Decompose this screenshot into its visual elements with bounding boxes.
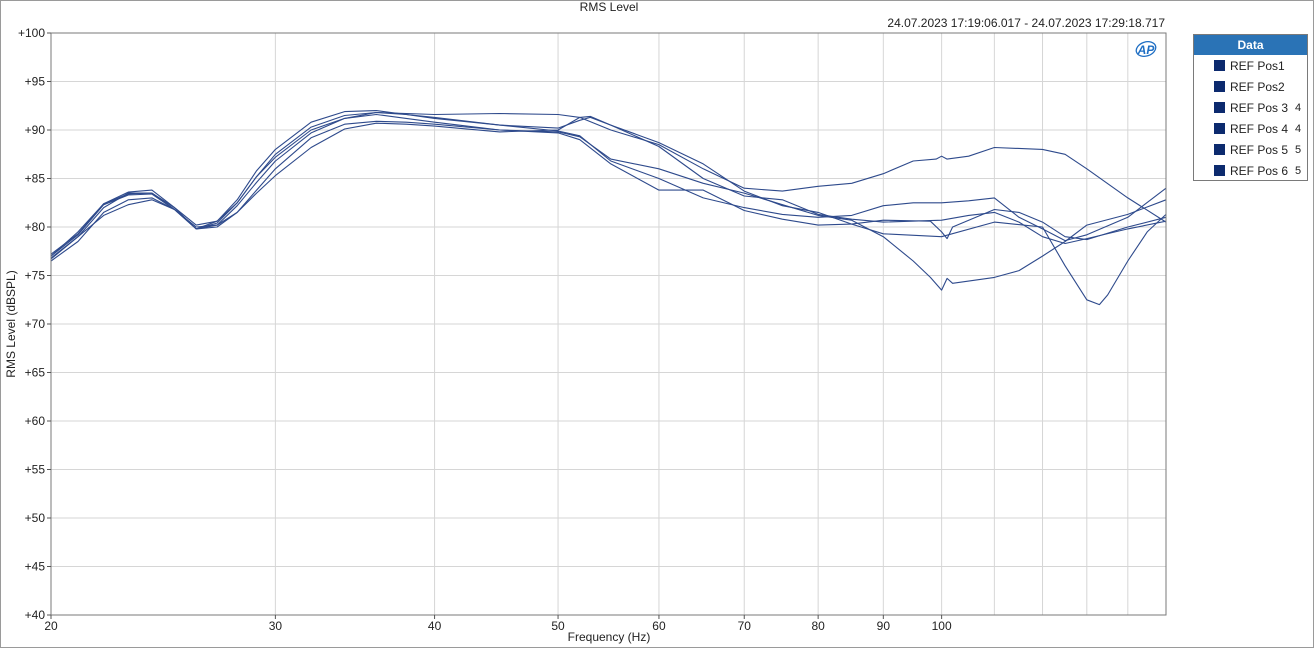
y-tick-label: +60 [25, 414, 46, 428]
legend-label: REF Pos 3 [1230, 100, 1289, 115]
y-tick-label: +55 [25, 463, 46, 477]
legend-items: REF Pos1 REF Pos2 REF Pos 3 4 REF Pos 4 4 REF … [1194, 55, 1307, 181]
legend: Data REF Pos1 REF Pos2 REF Pos 3 4 REF Pos 4… [1193, 34, 1308, 181]
legend-suffix: 4 [1295, 122, 1302, 135]
legend-suffix: 5 [1295, 143, 1302, 156]
ap-logo-text: AP [1137, 43, 1156, 57]
legend-item-4[interactable]: REF Pos 4 4 [1194, 118, 1307, 139]
legend-label: REF Pos 5 [1230, 142, 1289, 157]
ap-logo: AP [1135, 41, 1157, 57]
x-tick-label: 60 [652, 619, 666, 633]
legend-swatch[interactable] [1214, 102, 1225, 113]
x-tick-label: 20 [44, 619, 58, 633]
legend-swatch[interactable] [1214, 60, 1225, 71]
legend-swatch[interactable] [1214, 144, 1225, 155]
tick-labels: +40 +45 +50 +55 +60 +65 +70 +75 +80 +85 +90 +95 +100… [18, 26, 952, 633]
legend-swatch[interactable] [1214, 165, 1225, 176]
series-lines [50, 110, 1167, 306]
chart-title: RMS Level [580, 0, 639, 14]
y-axis-label: RMS Level (dBSPL) [4, 270, 18, 377]
y-tick-label: +40 [25, 608, 46, 622]
y-tick-label: +65 [25, 366, 46, 380]
legend-suffix: 5 [1295, 164, 1302, 177]
legend-item-5[interactable]: REF Pos 5 5 [1194, 139, 1307, 160]
chart-subtitle: 24.07.2023 17:19:06.017 - 24.07.2023 17:… [887, 16, 1165, 30]
legend-item-6[interactable]: REF Pos 6 5 [1194, 160, 1307, 181]
legend-swatch[interactable] [1214, 123, 1225, 134]
legend-item-1[interactable]: REF Pos1 [1194, 55, 1307, 76]
series-line-6 [50, 113, 1167, 257]
x-tick-label: 30 [269, 619, 283, 633]
y-tick-label: +100 [18, 26, 45, 40]
legend-header: Data [1194, 35, 1307, 55]
series-line-1 [50, 111, 1167, 259]
series-line-5 [50, 115, 1167, 260]
y-tick-label: +75 [25, 269, 46, 283]
grid [50, 32, 1166, 616]
legend-label: REF Pos2 [1230, 79, 1285, 94]
legend-label: REF Pos 4 [1230, 121, 1289, 136]
x-tick-label: 50 [551, 619, 565, 633]
y-tick-label: +95 [25, 75, 46, 89]
legend-swatch[interactable] [1214, 81, 1225, 92]
y-tick-label: +80 [25, 220, 46, 234]
x-tick-label: 40 [428, 619, 442, 633]
legend-label: REF Pos1 [1230, 58, 1285, 73]
y-tick-label: +50 [25, 511, 46, 525]
legend-suffix: 4 [1295, 101, 1302, 114]
legend-item-2[interactable]: REF Pos2 [1194, 76, 1307, 97]
x-axis-label: Frequency (Hz) [568, 630, 651, 644]
x-tick-label: 80 [811, 619, 825, 633]
y-tick-label: +70 [25, 317, 46, 331]
legend-item-3[interactable]: REF Pos 3 4 [1194, 97, 1307, 118]
x-tick-label: 90 [877, 619, 891, 633]
y-tick-label: +90 [25, 123, 46, 137]
x-tick-label: 100 [932, 619, 952, 633]
series-line-2 [50, 120, 1167, 291]
series-line-3 [50, 111, 1167, 257]
legend-label: REF Pos 6 [1230, 163, 1289, 178]
y-tick-label: +85 [25, 172, 46, 186]
y-tick-label: +45 [25, 560, 46, 574]
x-tick-label: 70 [738, 619, 752, 633]
